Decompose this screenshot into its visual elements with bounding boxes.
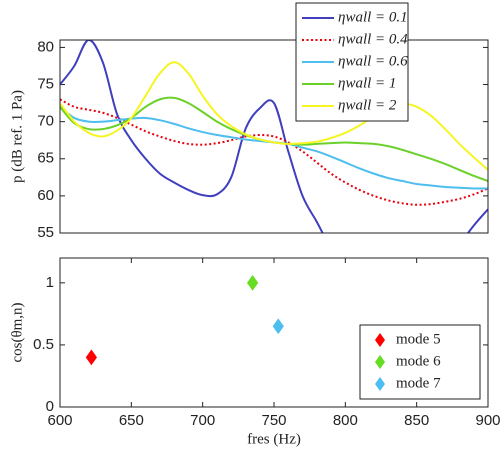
legend-label: ηwall = 0.1	[338, 9, 408, 25]
line	[60, 61, 488, 171]
y-tick-label: 75	[37, 76, 54, 93]
y-tick-label: 80	[37, 38, 54, 55]
x-tick-label: 750	[261, 412, 286, 429]
legend-label: mode 5	[396, 331, 441, 347]
x-tick-label: 700	[190, 412, 215, 429]
y-tick-label: 55	[37, 224, 54, 241]
axes-frame	[59, 39, 489, 234]
legend-label: ηwall = 0.6	[338, 53, 408, 69]
line	[60, 98, 488, 206]
y-tick-label: 0.5	[33, 336, 54, 353]
line	[60, 40, 488, 233]
y-tick-label: 0	[46, 398, 54, 415]
x-tick-label: 800	[333, 412, 358, 429]
legend-label: ηwall = 1	[338, 75, 396, 91]
x-tick-label: 850	[404, 412, 429, 429]
y-tick-label: 65	[37, 150, 54, 167]
plot-lines	[60, 40, 488, 233]
legend-label: ηwall = 2	[338, 97, 397, 113]
legend-label: ηwall = 0.4	[338, 31, 408, 47]
marker	[85, 349, 98, 366]
x-axis-label: fres (Hz)	[247, 431, 301, 447]
y-axis-label: p (dB ref. 1 Pa)	[9, 90, 25, 183]
x-tick-label: 650	[119, 412, 144, 429]
legend-swatch	[375, 333, 385, 347]
x-tick-label: 900	[475, 412, 500, 429]
y-tick-label: 60	[37, 187, 54, 204]
axes-frame	[59, 257, 489, 408]
x-tick-label: 600	[47, 412, 72, 429]
y-tick-label: 70	[37, 113, 54, 130]
y-tick-label: 1	[46, 274, 54, 291]
plot-area	[60, 40, 488, 233]
legend-label: mode 7	[396, 375, 441, 391]
marker	[246, 274, 259, 291]
legend-swatch	[375, 355, 385, 369]
y-axis-label: cos(θm,n)	[9, 302, 25, 362]
legend-swatch	[375, 377, 385, 391]
marker	[272, 318, 284, 335]
legend-label: mode 6	[396, 353, 441, 369]
